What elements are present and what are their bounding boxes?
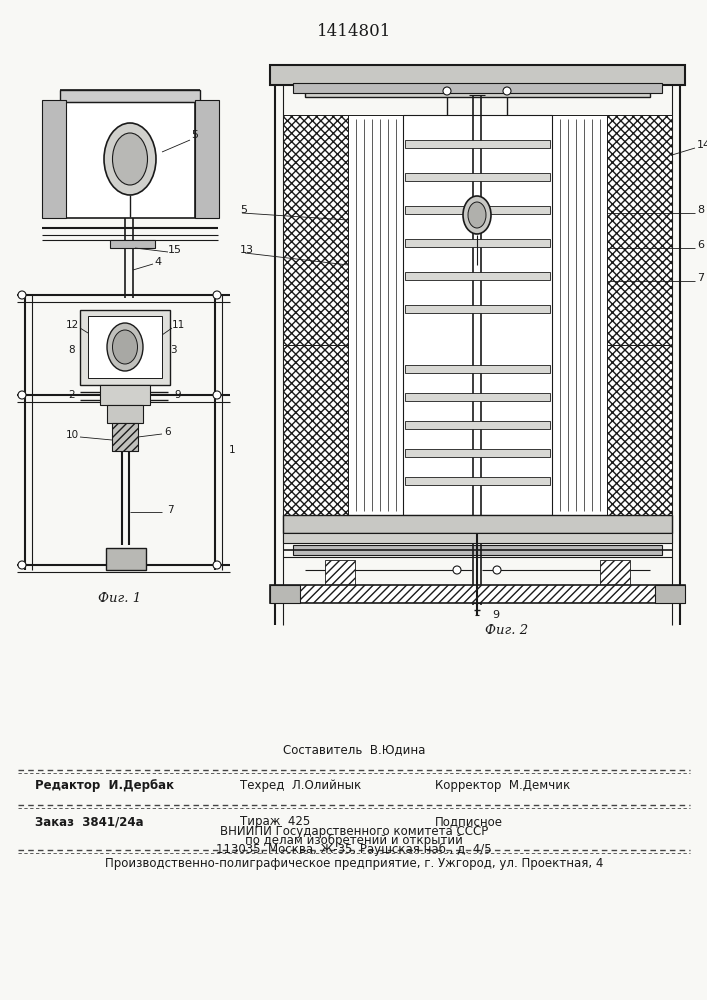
Bar xyxy=(607,345,672,515)
Bar xyxy=(405,140,550,148)
Bar xyxy=(112,423,138,451)
Text: 6: 6 xyxy=(697,240,704,250)
Bar xyxy=(405,421,550,429)
Bar xyxy=(293,545,662,555)
Bar xyxy=(107,405,143,423)
Bar xyxy=(283,515,672,533)
Bar xyxy=(405,272,550,280)
Bar xyxy=(270,585,300,603)
Ellipse shape xyxy=(468,202,486,228)
Bar xyxy=(100,385,150,405)
Text: 1: 1 xyxy=(228,445,235,455)
Bar xyxy=(405,305,550,313)
Circle shape xyxy=(453,566,461,574)
Text: 6: 6 xyxy=(165,427,171,437)
Text: 10: 10 xyxy=(66,430,78,440)
Text: Редактор  И.Дербак: Редактор И.Дербак xyxy=(35,778,174,792)
Text: Заказ  3841/24а: Заказ 3841/24а xyxy=(35,816,144,828)
Bar xyxy=(293,83,662,93)
Text: Техред  Л.Олийнык: Техред Л.Олийнык xyxy=(240,778,361,792)
Text: Производственно-полиграфическое предприятие, г. Ужгород, ул. Проектная, 4: Производственно-полиграфическое предприя… xyxy=(105,856,603,869)
Text: 5: 5 xyxy=(192,130,199,140)
Text: 9: 9 xyxy=(492,610,499,620)
Ellipse shape xyxy=(112,133,148,185)
Text: Тираж  425: Тираж 425 xyxy=(240,816,310,828)
Bar xyxy=(405,239,550,247)
Text: Корректор  М.Демчик: Корректор М.Демчик xyxy=(435,778,571,792)
Circle shape xyxy=(503,87,511,95)
Circle shape xyxy=(18,291,26,299)
Bar xyxy=(607,115,672,345)
Text: 11: 11 xyxy=(171,320,185,330)
Text: Подписное: Подписное xyxy=(435,816,503,828)
Bar xyxy=(42,100,66,218)
Text: 8: 8 xyxy=(697,205,704,215)
Bar xyxy=(270,65,685,85)
Ellipse shape xyxy=(463,196,491,234)
Bar xyxy=(283,533,672,543)
Text: Фuг. 1: Фuг. 1 xyxy=(98,591,141,604)
Text: по делам изобретений и открытий: по делам изобретений и открытий xyxy=(245,833,463,847)
Bar xyxy=(655,585,685,603)
Bar xyxy=(305,85,650,97)
Circle shape xyxy=(213,561,221,569)
Bar xyxy=(60,90,200,102)
Bar xyxy=(112,423,138,451)
Text: 4: 4 xyxy=(154,257,162,267)
Text: 7: 7 xyxy=(167,505,173,515)
Ellipse shape xyxy=(104,123,156,195)
Bar xyxy=(552,115,607,515)
Text: 12: 12 xyxy=(65,320,78,330)
Text: 3: 3 xyxy=(170,345,176,355)
Bar xyxy=(270,585,685,603)
Circle shape xyxy=(443,87,451,95)
Bar xyxy=(106,548,146,570)
Bar xyxy=(348,115,403,515)
Text: 1414801: 1414801 xyxy=(317,23,391,40)
Bar xyxy=(405,365,550,373)
Text: 14: 14 xyxy=(697,140,707,150)
Ellipse shape xyxy=(112,330,137,364)
Text: 8: 8 xyxy=(69,345,76,355)
Text: 2: 2 xyxy=(69,390,76,400)
Bar xyxy=(195,100,219,218)
Text: 13: 13 xyxy=(240,245,254,255)
Text: 113035, Москва, Ж-35, Раушская наб., д. 4/5: 113035, Москва, Ж-35, Раушская наб., д. … xyxy=(216,842,492,856)
Ellipse shape xyxy=(107,323,143,371)
Text: 7: 7 xyxy=(697,273,704,283)
Bar xyxy=(405,206,550,214)
Bar xyxy=(283,345,348,515)
Bar xyxy=(325,560,355,585)
Bar xyxy=(405,173,550,181)
Circle shape xyxy=(213,291,221,299)
Bar xyxy=(600,560,630,585)
Text: Фuг. 2: Фuг. 2 xyxy=(486,624,529,637)
Text: 5: 5 xyxy=(240,205,247,215)
Bar xyxy=(110,240,155,248)
Bar xyxy=(403,115,552,515)
Text: 15: 15 xyxy=(168,245,182,255)
Circle shape xyxy=(213,391,221,399)
Circle shape xyxy=(493,566,501,574)
Bar xyxy=(65,100,195,218)
Text: Составитель  В.Юдина: Составитель В.Юдина xyxy=(283,744,425,756)
Bar xyxy=(80,310,170,385)
Text: ВНИИПИ Государственного комитета СССР: ВНИИПИ Государственного комитета СССР xyxy=(220,824,488,838)
Bar xyxy=(405,477,550,485)
Bar xyxy=(88,316,162,378)
Circle shape xyxy=(18,391,26,399)
Text: 9: 9 xyxy=(175,390,181,400)
Bar xyxy=(405,449,550,457)
Bar xyxy=(283,115,348,345)
Bar xyxy=(405,393,550,401)
Circle shape xyxy=(18,561,26,569)
